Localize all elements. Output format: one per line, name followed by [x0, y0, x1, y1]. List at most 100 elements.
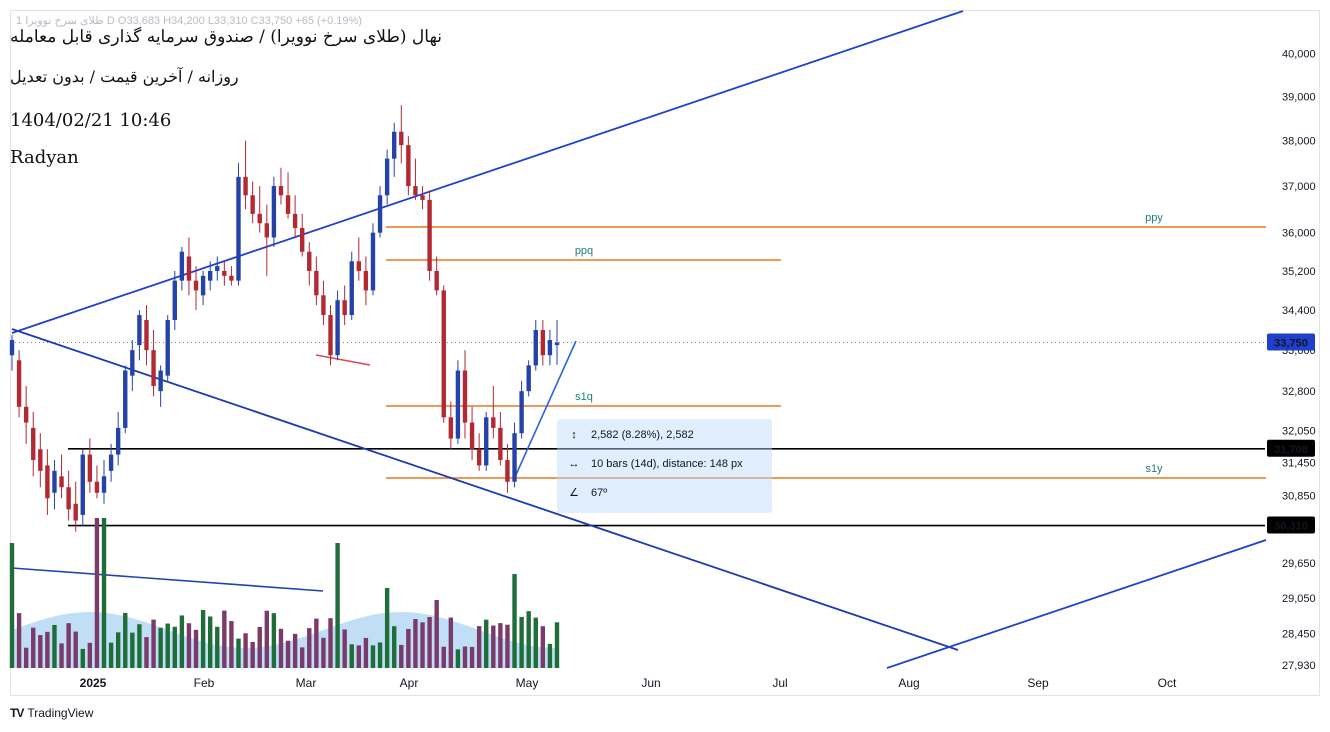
- candle-body: [101, 476, 107, 493]
- volume-bar: [307, 628, 312, 668]
- candle-body: [314, 270, 319, 296]
- volume-bar: [73, 631, 78, 668]
- volume-bar: [59, 643, 64, 668]
- price-tick-label: 38,000: [1282, 136, 1316, 148]
- price-tick-label: 35,200: [1282, 266, 1316, 278]
- volume-bar: [363, 637, 369, 668]
- candle-body: [420, 195, 425, 200]
- candle-body: [264, 223, 269, 238]
- candle-body: [349, 261, 354, 316]
- ohlc-readout: 1 طلای سرخ نوویرا D O33,683 H34,200 L33,…: [16, 15, 362, 27]
- volume-bar: [300, 647, 305, 668]
- candle-body: [484, 417, 489, 466]
- candle-body: [207, 270, 213, 281]
- pivot-ppq-label: ppq: [575, 245, 593, 257]
- candle-body: [186, 256, 192, 281]
- volume-bar: [328, 618, 333, 668]
- volume-bar: [264, 610, 269, 668]
- volume-bar: [547, 643, 553, 668]
- time-tick-label: Jul: [772, 676, 787, 690]
- candle-body: [455, 370, 461, 439]
- volume-bar: [193, 629, 199, 668]
- volume-bar: [484, 619, 489, 668]
- measure-price-range: 2,582 (8.28%), 2,582: [591, 429, 694, 441]
- volume-bar: [87, 642, 93, 668]
- candle-body: [434, 270, 439, 291]
- measure-bars-row: ↔ 10 bars (14d), distance: 148 px: [567, 458, 743, 470]
- volume-bar: [498, 623, 503, 668]
- candle-body: [335, 300, 340, 356]
- price-tick-label: 37,000: [1282, 181, 1316, 193]
- volume-bar: [45, 631, 50, 668]
- candle-body: [441, 290, 446, 418]
- level-badge-lower-bg: [1267, 516, 1315, 534]
- volume-bar: [413, 618, 418, 668]
- chart-subtitle: روزانه / آخرین قیمت / بدون تعدیل: [10, 67, 239, 86]
- candle-body: [278, 186, 284, 196]
- volume-bar: [505, 624, 510, 668]
- candle-body: [257, 213, 262, 224]
- volume-bar: [491, 625, 496, 668]
- candle-body: [377, 195, 383, 233]
- candle-body: [533, 329, 538, 366]
- candle-body: [215, 266, 220, 271]
- tradingview-logo[interactable]: TV TradingView: [10, 706, 93, 720]
- candle-body: [87, 454, 93, 482]
- measure-tool-box[interactable]: ↕ 2,582 (8.28%), 2,582 ↔ 10 bars (14d), …: [557, 419, 772, 513]
- volume-bar: [200, 610, 206, 668]
- volume-bar: [292, 633, 298, 668]
- candle-body: [300, 227, 305, 252]
- volume-bar: [108, 642, 114, 668]
- volume-bar: [207, 616, 213, 668]
- level-badge-upper-bg: [1267, 439, 1315, 457]
- volume-bar: [257, 626, 262, 668]
- volume-bar: [158, 627, 163, 668]
- volume-bar: [420, 622, 425, 668]
- candle-body: [137, 315, 142, 346]
- candle-body: [229, 275, 234, 281]
- candle-body: [23, 406, 29, 423]
- candle-body: [399, 131, 404, 146]
- volume-bar: [172, 626, 177, 668]
- volume-bar: [137, 624, 142, 668]
- volume-bar: [476, 626, 482, 668]
- time-tick-label: Sep: [1027, 676, 1049, 690]
- candle-body: [547, 340, 553, 356]
- volume-bar: [271, 613, 277, 668]
- candle-body: [59, 476, 64, 488]
- candle-body: [151, 350, 156, 386]
- volume-bar: [434, 600, 439, 668]
- volume-bar: [370, 645, 376, 668]
- price-tick-label: 40,000: [1282, 48, 1316, 60]
- candle-body: [179, 251, 185, 281]
- measure-range-row: ↕ 2,582 (8.28%), 2,582: [567, 429, 694, 441]
- volume-bar: [427, 616, 432, 668]
- candle-body: [292, 213, 298, 228]
- price-tick-label: 31,450: [1282, 458, 1316, 470]
- candle-body: [491, 417, 496, 428]
- price-tick-label: 29,050: [1282, 593, 1316, 605]
- volume-bar: [38, 635, 43, 668]
- time-tick-label: Aug: [898, 676, 919, 690]
- volume-bar: [16, 613, 22, 668]
- volume-bar: [540, 626, 546, 668]
- level-badge-lower: 30,310: [1274, 521, 1308, 533]
- price-tick-label: 27,930: [1282, 660, 1316, 672]
- pivot-s1q-label: s1q: [575, 391, 593, 403]
- candles-group: [9, 105, 560, 532]
- candle-body: [16, 360, 22, 407]
- red-line-drawing: [315, 354, 371, 366]
- candle-body: [193, 280, 199, 291]
- price-tick-label: 32,050: [1282, 426, 1316, 438]
- measure-bars: 10 bars (14d), distance: 148 px: [591, 458, 743, 470]
- volume-bar: [406, 628, 411, 668]
- candle-body: [200, 275, 206, 296]
- time-tick-label: May: [516, 676, 539, 690]
- volume-bar: [278, 628, 284, 668]
- candle-body: [222, 270, 227, 276]
- price-tick-label: 32,800: [1282, 386, 1316, 398]
- time-tick-label: Jun: [641, 676, 660, 690]
- candle-body: [370, 232, 376, 291]
- pivot-ppy-label: ppy: [1145, 212, 1163, 224]
